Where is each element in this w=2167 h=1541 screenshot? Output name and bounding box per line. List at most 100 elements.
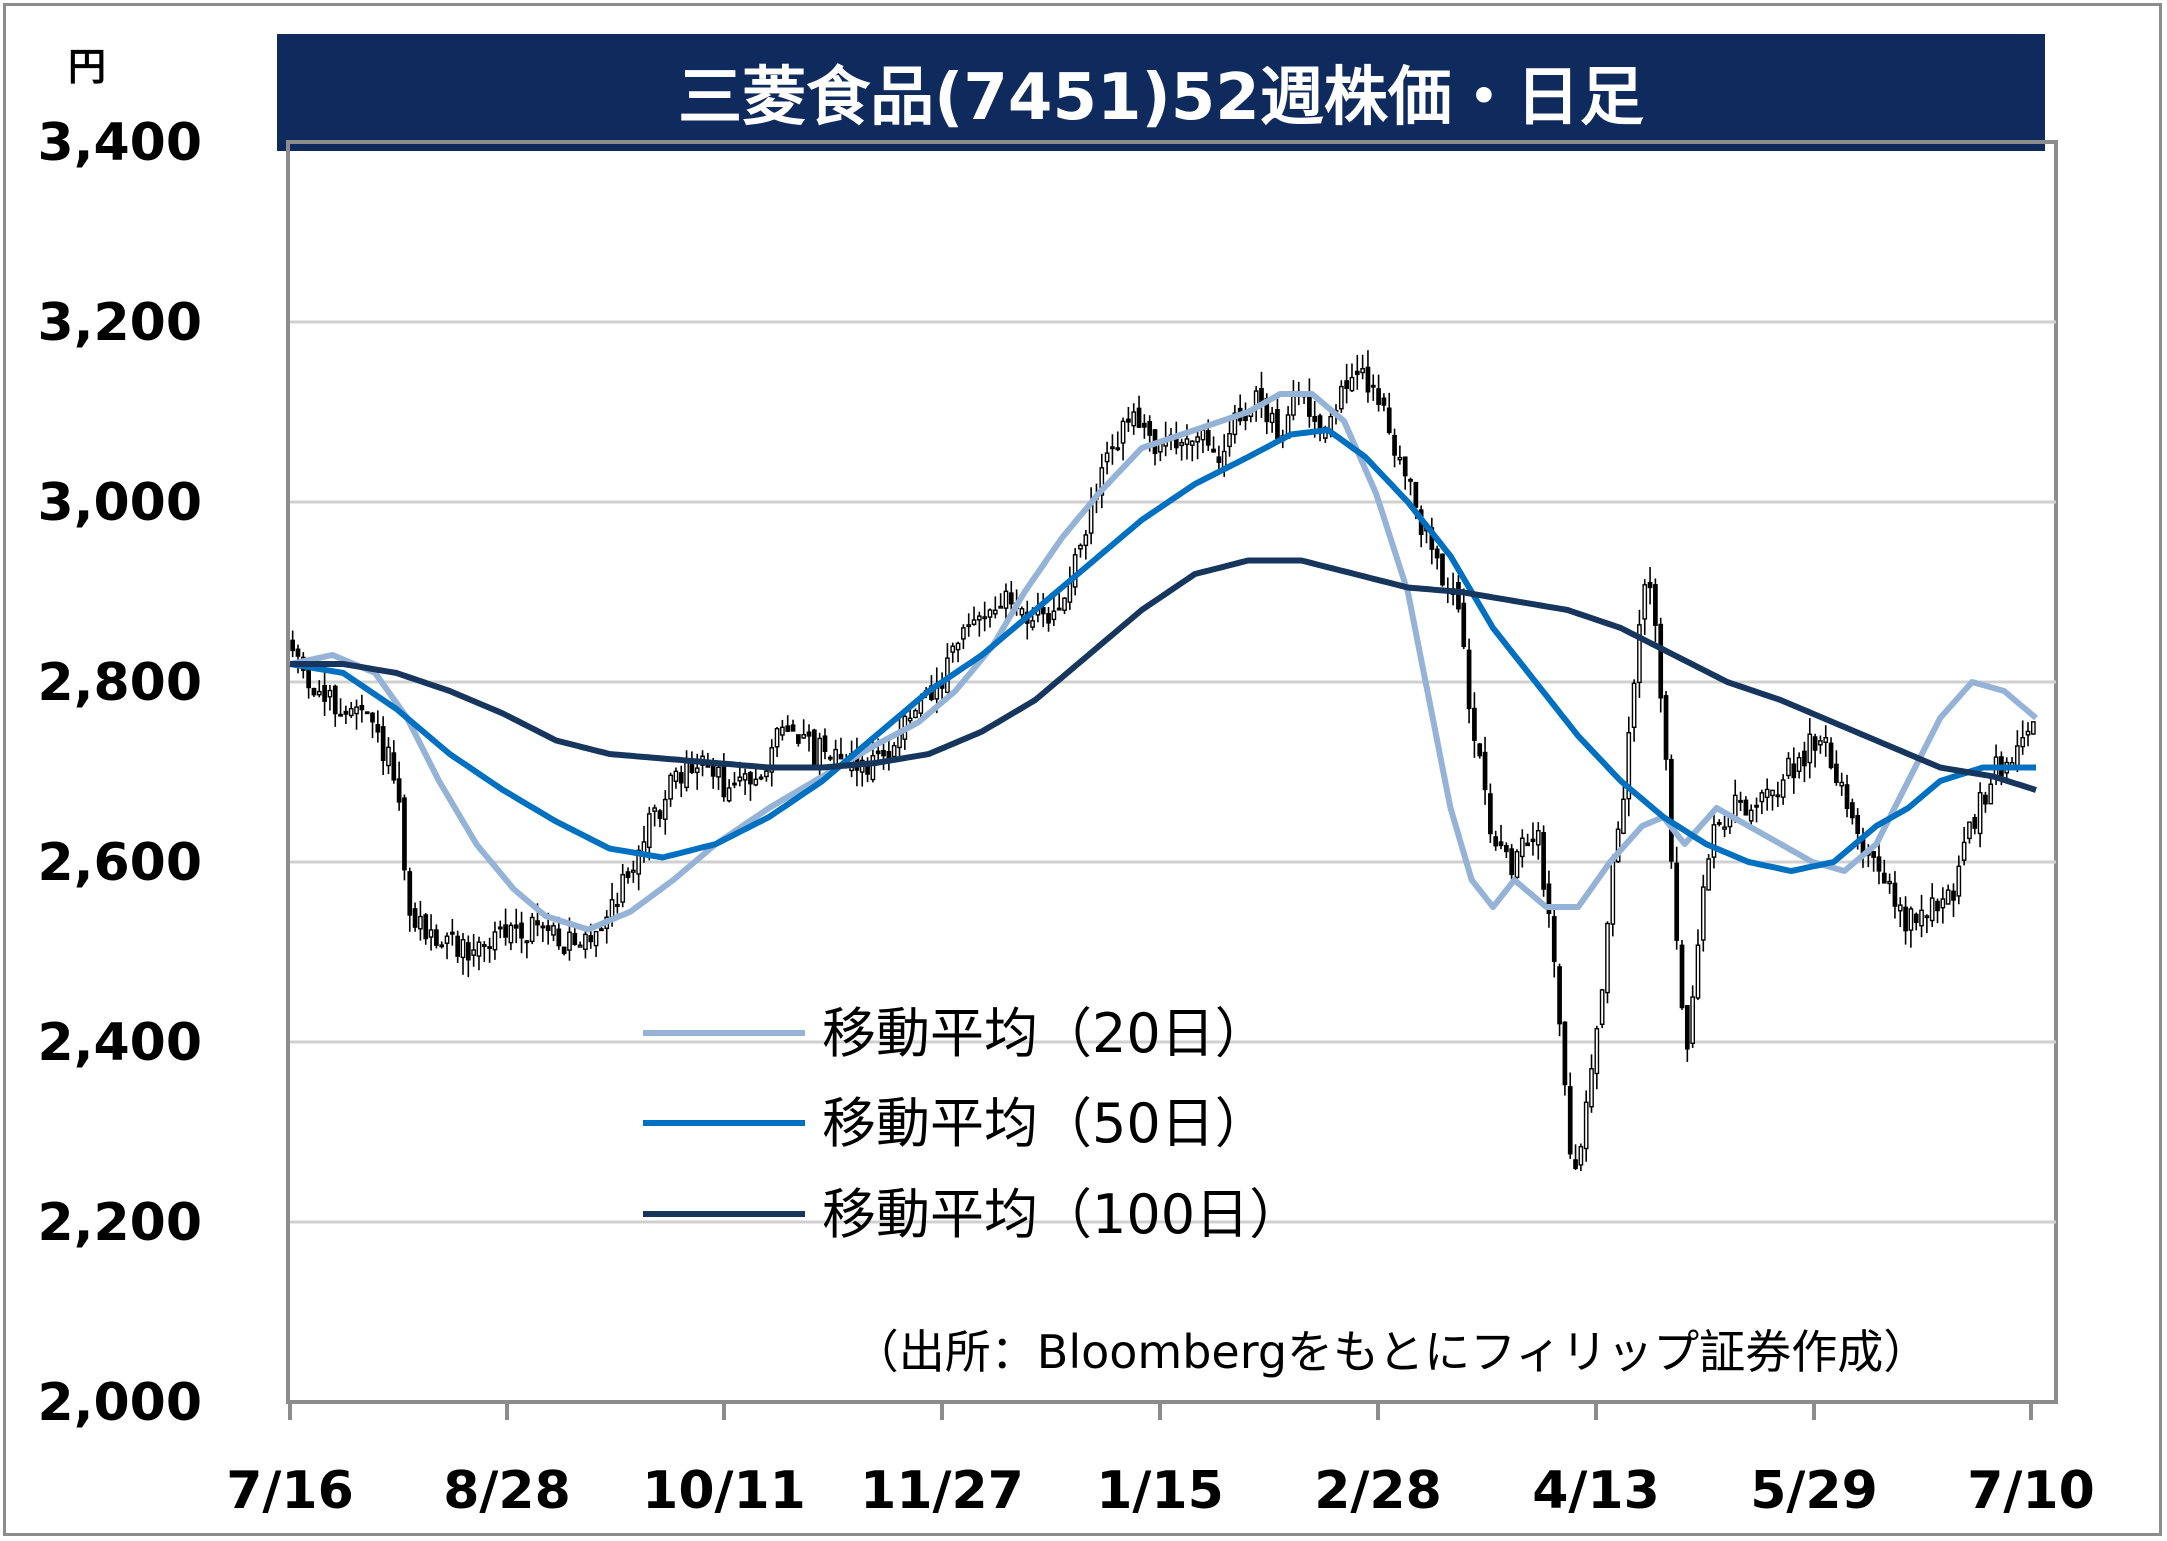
candle xyxy=(370,711,375,739)
candle xyxy=(1344,363,1349,404)
candle xyxy=(1535,822,1541,860)
candle xyxy=(1072,548,1078,596)
candle xyxy=(822,728,828,760)
candle xyxy=(311,687,317,698)
candle xyxy=(1525,833,1530,847)
y-tick-label: 3,200 xyxy=(38,293,202,353)
candle xyxy=(1110,434,1115,465)
candle xyxy=(1541,825,1546,897)
candle xyxy=(386,737,391,775)
candle xyxy=(1376,374,1381,412)
candle xyxy=(1770,789,1775,811)
candle xyxy=(519,911,524,954)
candle xyxy=(1062,597,1067,615)
candle xyxy=(1711,811,1717,869)
candle xyxy=(1189,440,1195,462)
candle xyxy=(615,892,620,914)
candle xyxy=(396,761,402,811)
candle xyxy=(1179,438,1184,461)
candle xyxy=(1099,453,1105,509)
candle xyxy=(1232,404,1238,444)
candle xyxy=(529,913,535,945)
ma50-line xyxy=(289,427,2036,874)
candle xyxy=(1551,909,1557,978)
candle xyxy=(961,624,966,650)
candle xyxy=(524,940,530,959)
candle xyxy=(1839,772,1845,796)
candle xyxy=(1594,1025,1600,1090)
candle xyxy=(1408,477,1413,496)
candle xyxy=(1434,545,1440,570)
candle xyxy=(891,742,897,758)
legend-label-ma20: 移動平均（20日） xyxy=(822,1002,1269,1065)
candle xyxy=(1935,898,1940,924)
candle xyxy=(987,608,993,628)
candle xyxy=(492,921,498,960)
legend: 移動平均（20日） 移動平均（50日） 移動平均（100日） xyxy=(643,1002,1303,1246)
ma20-line xyxy=(289,391,2038,933)
candle xyxy=(897,718,902,759)
candle xyxy=(1674,846,1680,950)
candle xyxy=(1919,894,1924,938)
candle xyxy=(2020,720,2026,755)
candle xyxy=(1812,733,1818,768)
candle xyxy=(748,770,753,801)
candle xyxy=(1195,428,1200,460)
candle xyxy=(1567,1072,1573,1159)
x-tick-label: 5/29 xyxy=(1750,1461,1878,1521)
candle xyxy=(1903,896,1908,945)
candle xyxy=(1392,428,1397,468)
candle xyxy=(1764,778,1770,811)
candle xyxy=(1786,752,1791,780)
candle xyxy=(327,684,333,711)
candle xyxy=(881,743,886,770)
plot-border xyxy=(286,140,2058,1404)
candle xyxy=(1354,355,1360,390)
candle xyxy=(1046,606,1051,632)
candle xyxy=(1743,796,1749,816)
candle xyxy=(1727,817,1733,835)
candle xyxy=(513,908,519,944)
candle xyxy=(1365,350,1371,403)
candle xyxy=(1120,417,1126,461)
candle xyxy=(992,596,998,619)
candle xyxy=(971,606,977,626)
candle xyxy=(732,771,737,789)
candle xyxy=(774,727,780,757)
candle xyxy=(668,772,673,807)
candle xyxy=(1461,588,1467,650)
candle xyxy=(1961,826,1967,866)
candle xyxy=(1653,578,1658,643)
candle xyxy=(977,611,982,637)
candle xyxy=(950,642,956,663)
candle xyxy=(423,912,429,945)
x-tick-label: 7/16 xyxy=(226,1461,354,1521)
candle xyxy=(1275,397,1280,440)
candle xyxy=(1056,593,1062,611)
candle xyxy=(364,711,370,715)
candle xyxy=(1658,617,1664,713)
candle xyxy=(1126,406,1131,432)
candle xyxy=(1259,371,1264,418)
candle xyxy=(1881,859,1887,884)
candle xyxy=(444,932,450,960)
y-tick-label: 2,000 xyxy=(38,1373,202,1433)
candle xyxy=(1754,797,1759,823)
candle xyxy=(428,914,434,951)
candle xyxy=(1583,1090,1589,1162)
candle xyxy=(1360,354,1365,380)
candle xyxy=(630,860,636,883)
candle xyxy=(1631,679,1637,742)
candle xyxy=(1605,921,1610,1004)
candle xyxy=(508,922,514,951)
candle xyxy=(785,715,791,733)
candle xyxy=(1796,752,1802,779)
candle xyxy=(439,941,445,949)
candle xyxy=(1115,431,1121,452)
candle xyxy=(1637,609,1642,698)
candle xyxy=(1578,1143,1584,1172)
candle xyxy=(1509,844,1515,886)
candle xyxy=(684,750,689,792)
candle xyxy=(1663,690,1669,771)
candle xyxy=(1897,897,1903,928)
